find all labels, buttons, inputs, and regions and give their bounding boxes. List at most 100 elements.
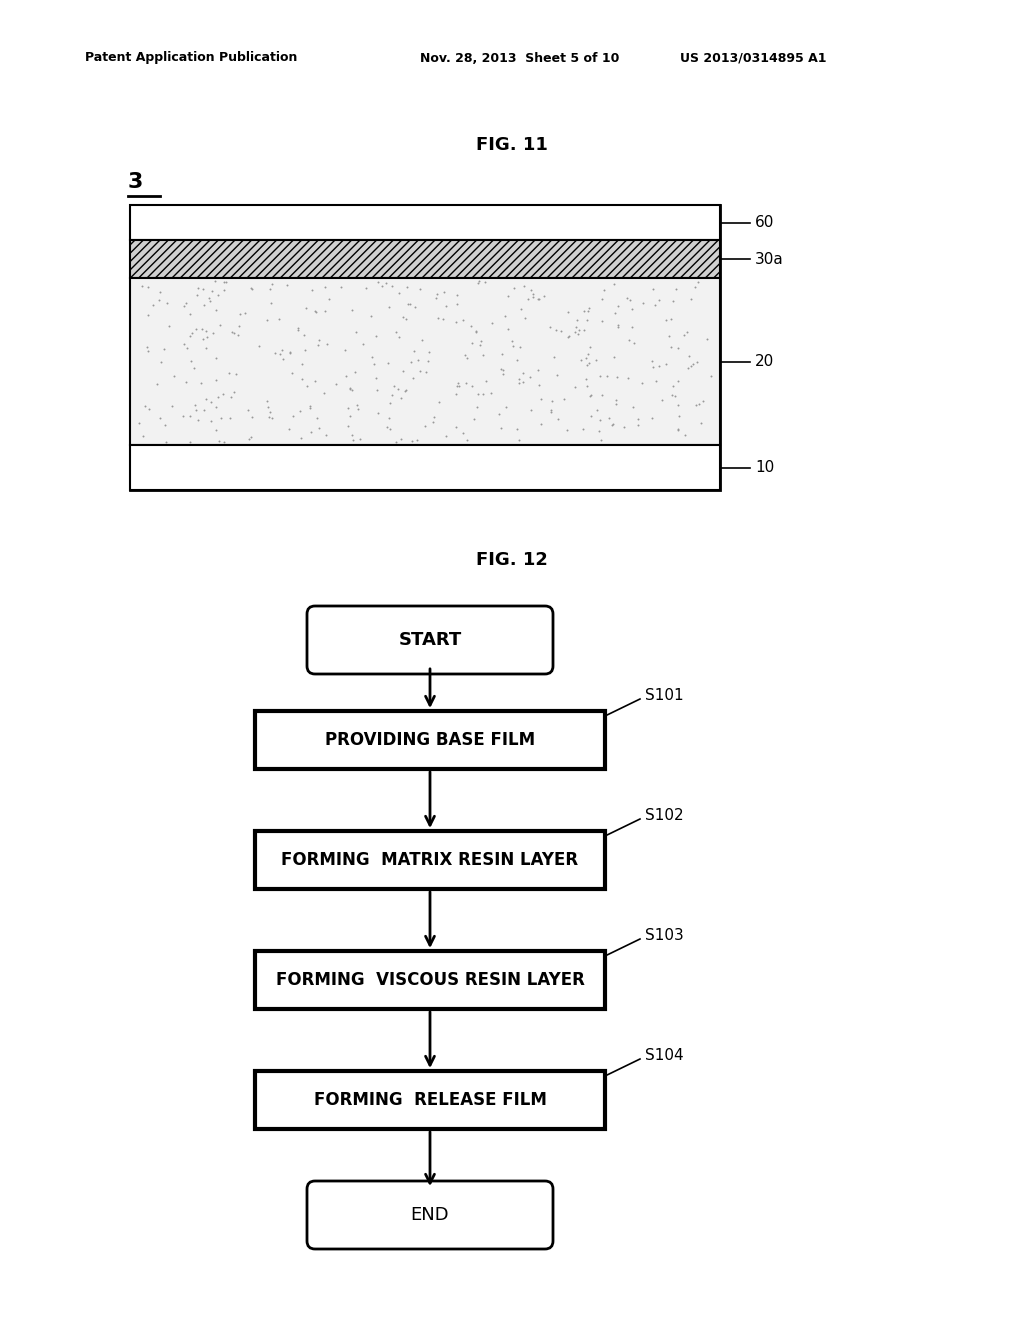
Point (381, 297, 397, 318)
Point (384, 275, 400, 296)
Point (574, 418, 591, 440)
Point (391, 282, 408, 304)
Point (302, 397, 318, 418)
Point (426, 407, 442, 428)
Point (328, 374, 344, 395)
Point (665, 290, 681, 312)
Point (570, 323, 587, 345)
Point (494, 417, 510, 438)
Point (559, 420, 575, 441)
Point (232, 304, 249, 325)
Point (607, 302, 624, 323)
Point (645, 279, 662, 300)
Point (604, 414, 621, 436)
Point (495, 363, 511, 384)
Point (579, 376, 595, 397)
Text: FORMING  VISCOUS RESIN LAYER: FORMING VISCOUS RESIN LAYER (275, 972, 585, 989)
Point (364, 347, 380, 368)
Point (158, 432, 174, 453)
Text: FORMING  MATRIX RESIN LAYER: FORMING MATRIX RESIN LAYER (282, 851, 579, 869)
Point (196, 329, 212, 350)
Point (670, 420, 686, 441)
Point (157, 414, 173, 436)
Point (544, 389, 560, 411)
Point (550, 408, 566, 429)
Text: S103: S103 (645, 928, 684, 944)
Point (218, 271, 234, 292)
Point (266, 343, 283, 364)
Point (151, 289, 167, 310)
Text: Patent Application Publication: Patent Application Publication (85, 51, 297, 65)
Point (457, 345, 473, 366)
Point (591, 409, 607, 430)
Point (213, 408, 229, 429)
Point (594, 384, 610, 405)
Point (176, 296, 193, 317)
Point (458, 372, 474, 393)
Point (260, 396, 276, 417)
Point (466, 408, 482, 429)
Point (514, 363, 530, 384)
Text: 3: 3 (128, 172, 143, 191)
Point (572, 350, 589, 371)
Point (204, 280, 220, 301)
Text: START: START (398, 631, 462, 649)
Point (342, 378, 358, 399)
Point (275, 348, 292, 370)
Point (199, 326, 215, 347)
Point (472, 330, 488, 351)
Point (529, 288, 546, 309)
Point (517, 308, 534, 329)
Point (553, 321, 569, 342)
Point (702, 364, 719, 385)
Point (381, 418, 397, 440)
Point (282, 341, 298, 362)
Point (189, 284, 206, 305)
Point (262, 292, 279, 313)
Point (455, 309, 471, 330)
Point (524, 282, 541, 304)
Point (310, 330, 327, 351)
Point (223, 385, 240, 407)
Point (194, 374, 210, 395)
Point (596, 280, 612, 301)
Point (532, 388, 549, 409)
Point (271, 343, 288, 364)
Point (561, 325, 578, 346)
Point (580, 343, 596, 364)
Point (543, 399, 559, 420)
Point (175, 405, 191, 426)
Point (301, 396, 317, 417)
Point (285, 405, 301, 426)
Point (583, 405, 599, 426)
Point (504, 330, 520, 351)
Point (436, 281, 453, 302)
Point (264, 408, 281, 429)
Point (420, 350, 436, 371)
Point (474, 384, 490, 405)
Bar (255, 832, 605, 888)
Point (452, 375, 468, 396)
Point (468, 321, 484, 342)
FancyBboxPatch shape (307, 606, 553, 675)
Point (182, 304, 199, 325)
Text: 60: 60 (755, 215, 774, 230)
Point (220, 363, 237, 384)
Point (681, 346, 697, 367)
Point (282, 343, 298, 364)
Point (643, 351, 659, 372)
Point (393, 387, 410, 408)
Point (579, 309, 595, 330)
Point (351, 428, 368, 449)
Point (355, 334, 372, 355)
Point (529, 359, 546, 380)
Point (626, 333, 642, 354)
Point (566, 376, 583, 397)
Point (421, 342, 437, 363)
Point (516, 276, 532, 297)
Point (293, 428, 309, 449)
Point (520, 289, 537, 310)
Point (251, 335, 267, 356)
Point (579, 368, 595, 389)
Point (237, 302, 253, 323)
